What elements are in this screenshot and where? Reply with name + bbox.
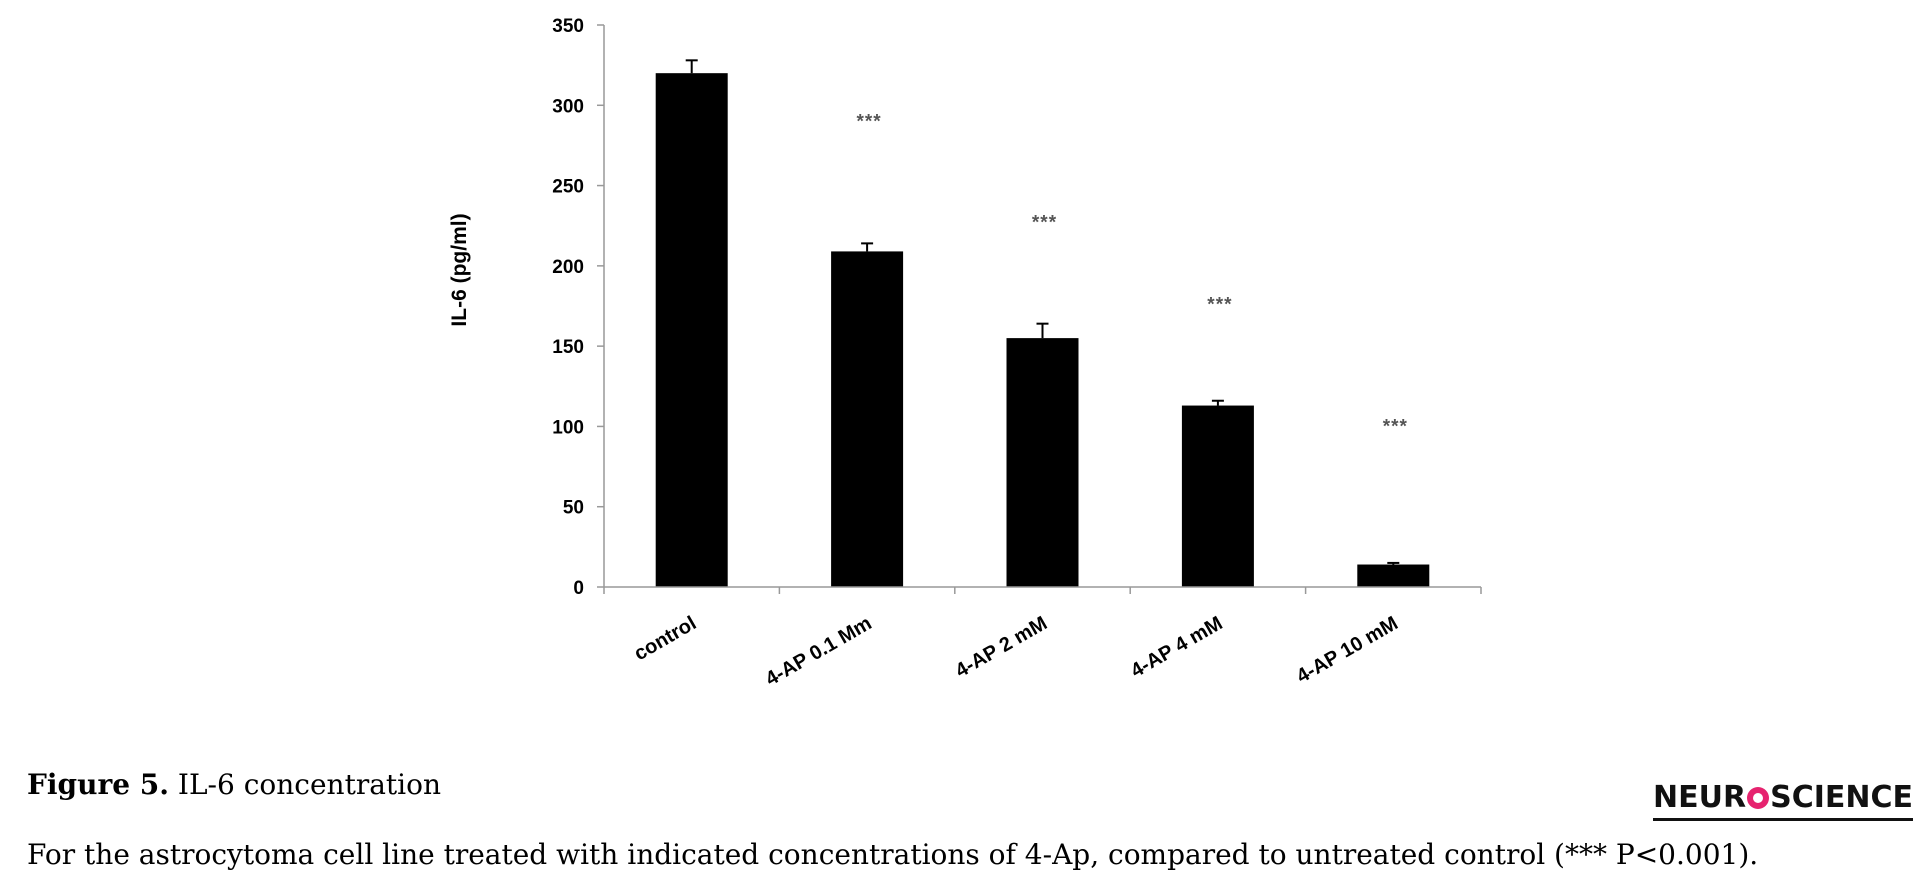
figure-title: IL-6 concentration [177,768,442,801]
significance-marker: *** [857,111,882,132]
x-category-label: 4-AP 0.1 Mm [762,612,876,690]
logo-text-left: NEUR [1653,780,1747,815]
figure-caption-title: Figure 5. IL-6 concentration [27,768,441,801]
bar [1006,338,1079,587]
x-category-label: 4-AP 2 mM [952,612,1051,682]
y-tick-label: 50 [563,498,584,519]
logo-icon [1747,787,1770,809]
x-category-label: 4-AP 10 mM [1293,612,1402,688]
y-tick-label: 100 [552,417,584,438]
significance-marker: *** [1383,416,1408,437]
y-tick-label: 350 [552,16,584,37]
y-axis: 0 50 100 150 200 250 300 350 [552,16,605,599]
bar [1181,405,1254,587]
figure-caption-description: For the astrocytoma cell line treated wi… [27,838,1759,871]
x-category-label: control [630,612,700,665]
significance-marker: *** [1207,294,1232,315]
bar-chart: 0 50 100 150 200 250 300 350 *** *** *** *** contr… [448,16,1482,691]
bar [831,251,904,588]
y-tick-label: 200 [552,257,584,278]
y-tick-label: 150 [552,337,584,358]
bar [655,73,728,587]
x-axis: control 4-AP 0.1 Mm 4-AP 2 mM 4-AP 4 mM 4-AP… [603,586,1482,691]
bar [1357,564,1430,587]
neuroscience-logo: NEUR SCIENCE [1653,780,1913,821]
y-tick-label: 0 [573,578,584,599]
significance-marker: *** [1032,213,1057,234]
logo-text-right: SCIENCE [1770,780,1913,815]
bars: *** *** *** *** [655,59,1430,588]
figure-label: Figure 5. [27,768,169,801]
y-axis-label: IL-6 (pg/ml) [448,213,471,326]
y-tick-label: 300 [552,96,584,117]
y-tick-label: 250 [552,177,584,198]
x-category-label: 4-AP 4 mM [1127,612,1226,682]
